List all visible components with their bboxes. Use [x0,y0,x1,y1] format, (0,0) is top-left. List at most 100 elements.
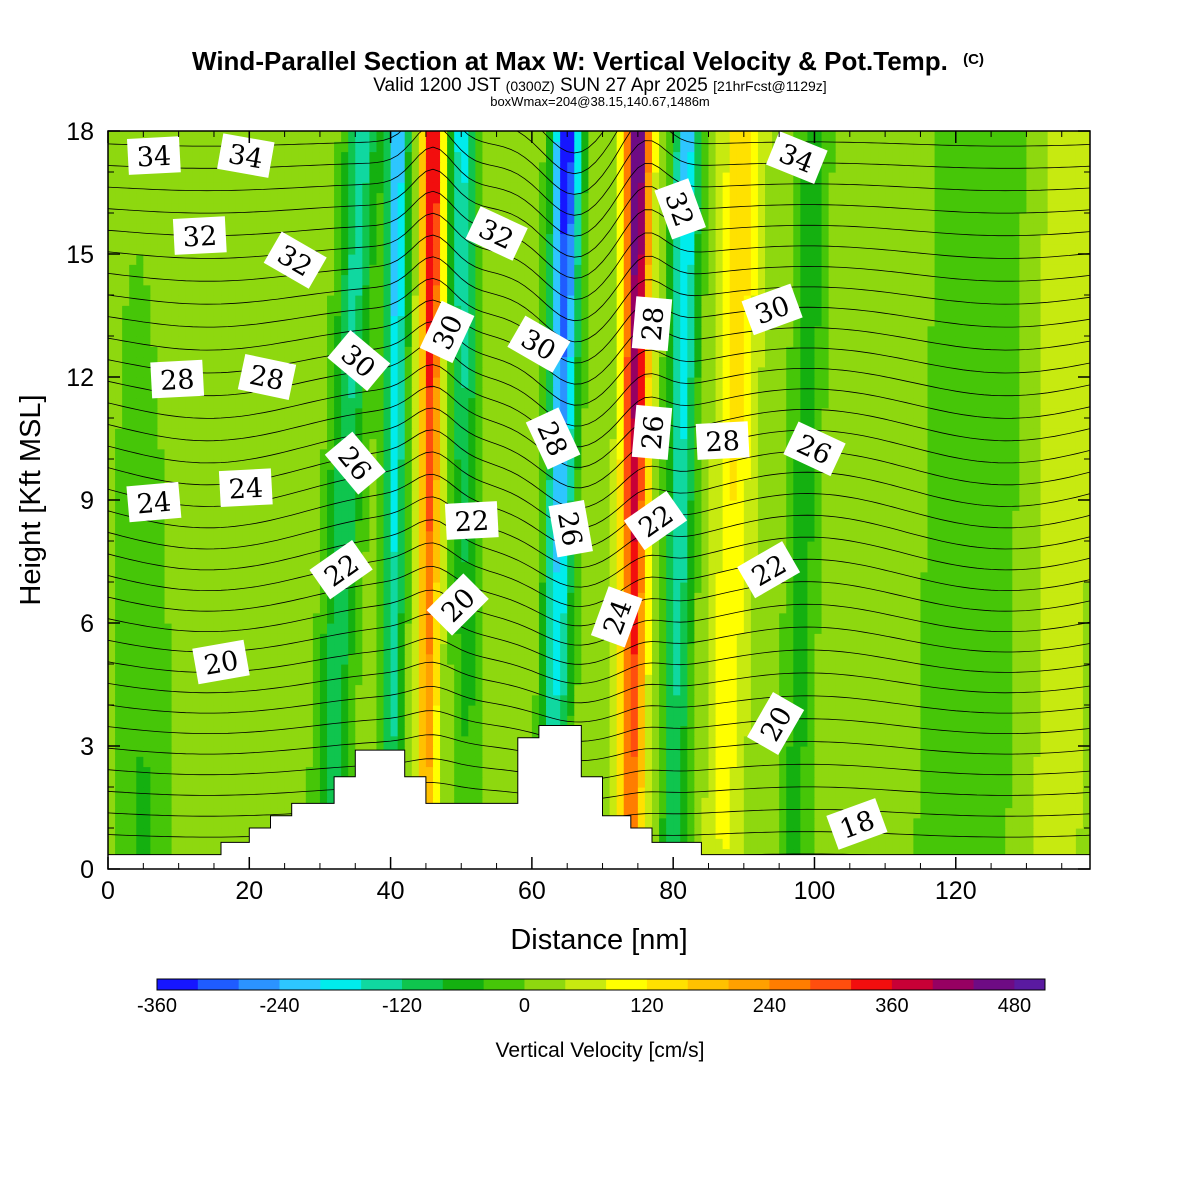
velocity-cell [567,715,575,727]
velocity-cell [1012,787,1020,798]
velocity-cell [899,520,907,532]
velocity-cell [913,633,922,645]
velocity-cell [327,664,335,675]
velocity-cell [213,735,222,747]
velocity-cell [531,520,540,532]
velocity-cell [779,766,787,778]
velocity-cell [164,807,173,819]
velocity-cell [602,807,611,819]
velocity-cell [673,602,681,614]
velocity-cell [998,510,1006,522]
velocity-cell [934,551,943,563]
velocity-cell [334,735,342,747]
velocity-cell [334,592,342,604]
velocity-cell [510,530,519,542]
velocity-cell [602,520,611,532]
velocity-cell [115,746,123,757]
velocity-cell [560,551,568,563]
velocity-cell [524,551,533,563]
velocity-cell [510,797,519,809]
velocity-cell [270,541,279,552]
velocity-cell [821,643,830,655]
velocity-cell [616,541,625,552]
velocity-cell [1026,674,1035,686]
velocity-cell [927,633,936,645]
velocity-cell [404,633,413,645]
velocity-cell [256,674,265,686]
velocity-cell [1033,756,1042,768]
velocity-cell [143,828,151,839]
velocity-cell [906,602,914,614]
velocity-cell [136,653,144,665]
velocity-cell [348,500,356,511]
velocity-cell [828,582,837,593]
velocity-cell [828,694,837,706]
velocity-cell [948,715,957,727]
velocity-cell [1068,582,1077,593]
velocity-cell [249,500,257,511]
velocity-cell [1026,571,1035,583]
velocity-cell [475,582,484,593]
velocity-cell [122,582,130,593]
velocity-cell [178,756,187,768]
velocity-cell [1040,633,1049,645]
velocity-cell [920,643,929,655]
velocity-cell [482,541,491,552]
velocity-cell [355,684,363,696]
velocity-cell [673,756,681,768]
velocity-cell [228,510,236,522]
velocity-cell [1068,807,1077,819]
velocity-cell [934,674,943,686]
velocity-cell [870,746,879,757]
velocity-cell [1068,602,1077,614]
velocity-cell [390,653,399,665]
velocity-cell [863,674,872,686]
velocity-cell [397,633,406,645]
velocity-cell [765,674,773,686]
velocity-cell [171,746,180,757]
velocity-cell [228,541,236,552]
velocity-cell [786,664,794,675]
velocity-cell [581,500,589,511]
velocity-cell [991,828,999,839]
velocity-cell [701,674,710,686]
velocity-cell [1040,705,1049,716]
velocity-cell [432,541,441,552]
velocity-cell [899,705,907,716]
velocity-cell [284,735,293,747]
velocity-cell [1068,725,1077,737]
velocity-cell [143,633,151,645]
velocity-cell [651,612,660,624]
velocity-cell [955,766,964,778]
velocity-cell [637,633,646,645]
velocity-cell [411,541,420,552]
velocity-cell [1061,561,1070,573]
velocity-cell [560,664,568,675]
velocity-cell [659,735,667,747]
velocity-cell [1005,838,1013,850]
velocity-cell [984,510,992,522]
velocity-cell [955,684,964,696]
velocity-cell [496,735,505,747]
velocity-cell [213,746,222,757]
velocity-cell [1082,705,1090,716]
velocity-cell [1061,510,1070,522]
velocity-cell [1082,592,1090,604]
velocity-cell [1012,838,1020,850]
velocity-cell [235,551,243,563]
velocity-cell [729,848,738,860]
velocity-cell [362,633,370,645]
velocity-cell [277,582,286,593]
velocity-cell [779,653,787,665]
velocity-cell [1054,838,1063,850]
velocity-cell [546,653,554,665]
velocity-cell [136,674,144,686]
velocity-cell [1019,561,1028,573]
velocity-cell [319,735,328,747]
velocity-cell [906,520,914,532]
velocity-cell [673,571,681,583]
velocity-cell [129,571,137,583]
velocity-cell [221,582,229,593]
velocity-cell [475,725,484,737]
velocity-cell [122,602,130,614]
